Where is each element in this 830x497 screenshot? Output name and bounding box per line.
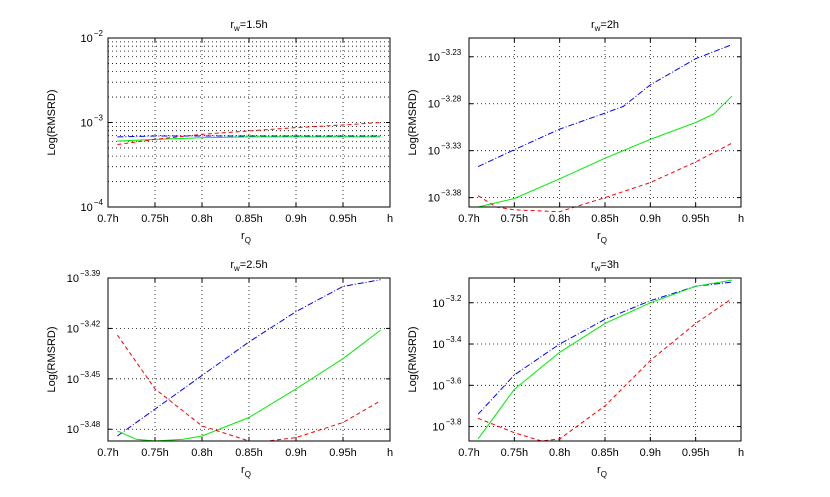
- y-tick-exponent: −3.48: [80, 420, 101, 429]
- y-tick-exponent: −3.38: [441, 189, 462, 198]
- y-tick-label: 10: [432, 339, 444, 351]
- y-axis-label: Log(RMSRD): [46, 89, 58, 155]
- y-tick-label: 10: [81, 202, 93, 214]
- y-tick-exponent: −3: [94, 114, 104, 123]
- x-tick-label: 0.95h: [329, 447, 357, 459]
- x-tick-label: 0.8h: [191, 213, 212, 225]
- series-line-3: [117, 122, 381, 145]
- y-axis-label: Log(RMSRD): [407, 89, 419, 155]
- x-tick-label: 0.75h: [501, 213, 529, 225]
- y-tick-label: 10: [67, 424, 79, 436]
- x-tick-label: 0.85h: [235, 213, 263, 225]
- subplot-1: 0.7h 0.75h 0.8h 0.85h 0.9h 0.95h h10−410−310−2…: [46, 19, 393, 245]
- y-tick-label: 10: [81, 33, 93, 45]
- x-tick-label: 0.7h: [458, 447, 479, 459]
- x-tick-label: 0.85h: [591, 213, 619, 225]
- x-tick-label: 0.7h: [97, 213, 118, 225]
- series-line-3: [477, 142, 733, 213]
- x-tick-label: 0.8h: [549, 213, 570, 225]
- y-tick-exponent: −3.33: [441, 142, 462, 151]
- x-axis-label: rQ: [597, 230, 607, 245]
- x-tick-label: 0.85h: [591, 447, 619, 459]
- y-tick-label: 10: [81, 118, 93, 130]
- y-tick-exponent: −3.39: [80, 269, 101, 278]
- subplot-title: rw=3h: [591, 259, 619, 273]
- y-tick-label: 10: [432, 380, 444, 392]
- x-tick-label: 0.85h: [235, 447, 263, 459]
- y-tick-label: 10: [428, 146, 440, 158]
- series-line-2: [477, 279, 732, 440]
- x-axis-label: rQ: [241, 464, 251, 479]
- y-tick-exponent: −3.42: [80, 319, 101, 328]
- y-tick-exponent: −3.28: [441, 95, 462, 104]
- x-tick-label: 0.75h: [501, 447, 529, 459]
- plot-frame: [468, 277, 742, 442]
- plot-frame: [107, 277, 391, 442]
- series-line-1: [477, 44, 733, 168]
- y-tick-exponent: −3.4: [446, 335, 462, 344]
- x-tick-label: h: [387, 447, 393, 459]
- y-tick-label: 10: [67, 323, 79, 335]
- subplot-title: rw=1.5h: [230, 19, 267, 33]
- x-tick-label: 0.8h: [191, 447, 212, 459]
- subplot-4: 0.7h 0.75h 0.8h 0.85h 0.9h 0.95h h10 −3.810 −3.6…: [407, 259, 744, 479]
- x-tick-label: 0.95h: [329, 213, 357, 225]
- x-tick-label: h: [738, 447, 744, 459]
- y-tick-exponent: −3.6: [446, 376, 462, 385]
- x-tick-label: 0.95h: [682, 447, 710, 459]
- series-line-3: [477, 298, 733, 442]
- x-tick-label: 0.9h: [640, 213, 661, 225]
- subplot-title: rw=2.5h: [230, 259, 267, 273]
- plot-frame: [107, 37, 391, 208]
- x-tick-label: 0.9h: [640, 447, 661, 459]
- x-axis-label: rQ: [597, 464, 607, 479]
- subplot-title: rw=2h: [591, 19, 619, 33]
- x-tick-label: 0.9h: [285, 447, 306, 459]
- x-tick-label: 0.7h: [458, 213, 479, 225]
- series-line-2: [477, 95, 733, 208]
- y-tick-exponent: −3.23: [441, 48, 462, 57]
- x-tick-label: h: [387, 213, 393, 225]
- y-tick-label: 10: [67, 273, 79, 285]
- y-axis-label: Log(RMSRD): [407, 326, 419, 392]
- y-axis-label: Log(RMSRD): [46, 326, 58, 392]
- x-axis-label: rQ: [241, 230, 251, 245]
- y-tick-exponent: −3.45: [80, 370, 101, 379]
- plot-frame: [468, 37, 742, 208]
- series-line-2: [117, 329, 381, 442]
- y-tick-label: 10: [428, 52, 440, 64]
- x-tick-label: 0.75h: [141, 447, 169, 459]
- x-tick-label: 0.9h: [285, 213, 306, 225]
- x-tick-label: 0.7h: [97, 447, 118, 459]
- y-tick-label: 10: [428, 99, 440, 111]
- y-tick-label: 10: [432, 298, 444, 310]
- y-tick-exponent: −4: [94, 198, 104, 207]
- y-tick-exponent: −3.2: [446, 294, 462, 303]
- y-tick-label: 10: [432, 422, 444, 434]
- series-line-1: [117, 279, 381, 437]
- x-tick-label: h: [738, 213, 744, 225]
- x-tick-label: 0.95h: [682, 213, 710, 225]
- y-tick-exponent: −2: [94, 29, 104, 38]
- x-tick-label: 0.75h: [141, 213, 169, 225]
- series-line-1: [117, 135, 381, 138]
- y-tick-label: 10: [67, 374, 79, 386]
- x-tick-label: 0.8h: [549, 447, 570, 459]
- y-tick-exponent: −3.8: [446, 418, 462, 427]
- y-tick-label: 10: [428, 193, 440, 205]
